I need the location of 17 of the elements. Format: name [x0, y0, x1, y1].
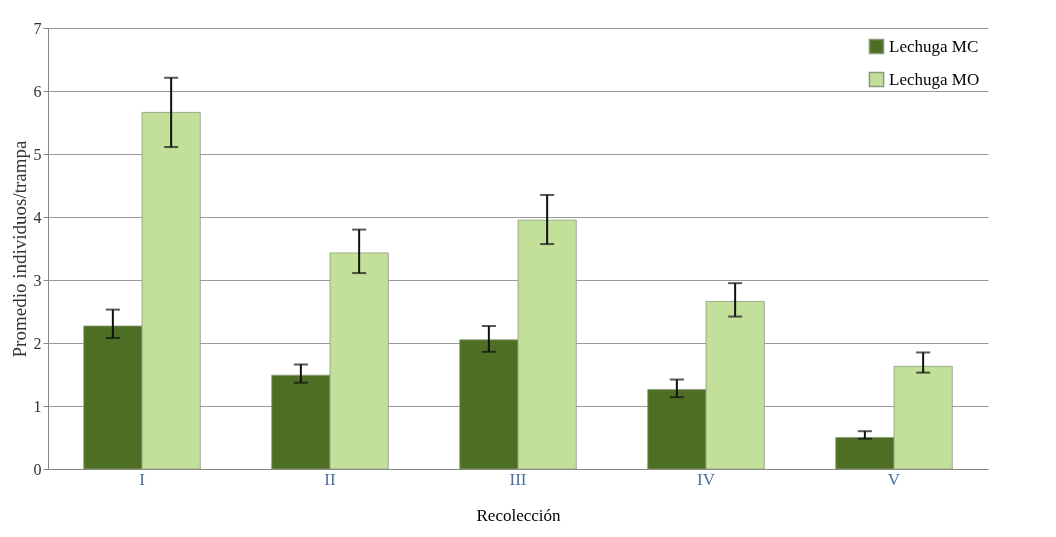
- x-axis-title: Recolección: [476, 505, 561, 525]
- y-axis-title: Promedio individuos/trampa: [8, 139, 30, 358]
- y-tick-label: 0: [33, 460, 42, 478]
- x-tick-label: II: [324, 469, 336, 489]
- legend-label: Lechuga MC: [889, 36, 979, 56]
- x-tick-label: I: [139, 469, 146, 489]
- x-tick-label: IV: [697, 469, 716, 489]
- y-tick-label: 2: [33, 334, 42, 352]
- y-tick-label: 7: [33, 19, 42, 37]
- y-tick-label: 3: [33, 271, 42, 289]
- x-tick-label: III: [509, 469, 527, 489]
- legend-label: Lechuga MO: [889, 69, 980, 89]
- y-tick-label: 6: [33, 82, 42, 100]
- x-tick-label: V: [887, 469, 901, 489]
- y-tick-label: 5: [33, 145, 42, 163]
- y-tick-label: 4: [33, 208, 42, 226]
- y-tick-label: 1: [33, 397, 42, 415]
